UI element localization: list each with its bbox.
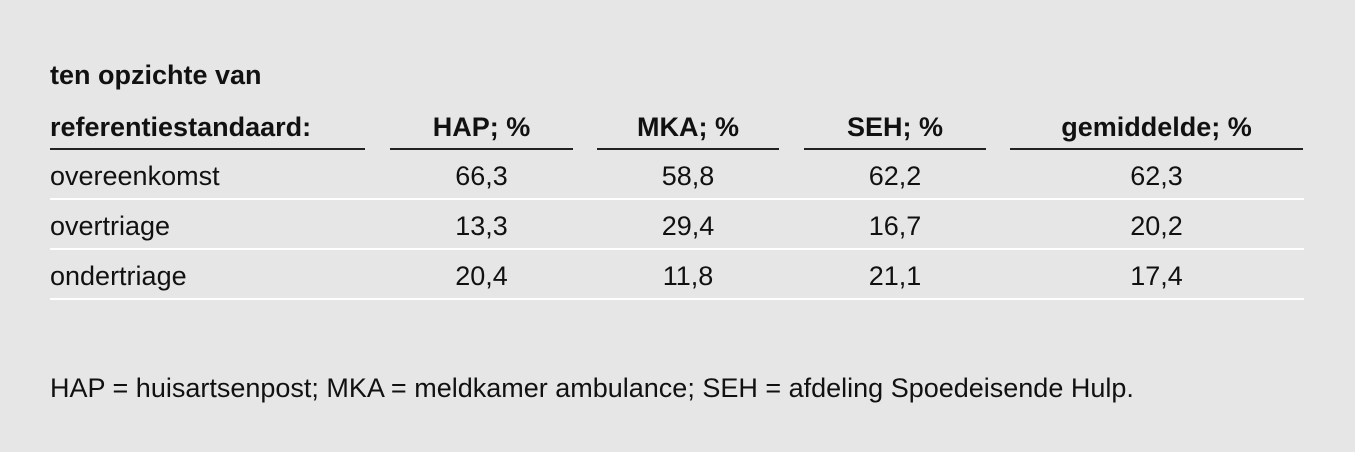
- header-cell: ten opzichte van: [50, 60, 262, 90]
- header-rule: [390, 148, 573, 150]
- row-rule: [50, 248, 1304, 250]
- footnote: HAP = huisartsenpost; MKA = meldkamer am…: [50, 373, 1134, 403]
- header-rule: [804, 148, 986, 150]
- header-cell: SEH; %: [846, 112, 944, 142]
- value-cell: 29,4: [661, 211, 715, 241]
- header-cell: MKA; %: [637, 112, 739, 142]
- header-rule: [597, 148, 779, 150]
- value-cell: 62,3: [1130, 161, 1183, 191]
- value-cell: 21,1: [868, 261, 922, 291]
- header-cell: gemiddelde; %: [1061, 112, 1252, 142]
- value-cell: 16,7: [868, 211, 922, 241]
- value-cell: 17,4: [1130, 261, 1183, 291]
- value-cell: 13,3: [455, 211, 508, 241]
- row-rule: [50, 198, 1304, 200]
- header-rule: [1010, 148, 1303, 150]
- header-cell: HAP; %: [432, 112, 531, 142]
- value-cell: 11,8: [662, 261, 714, 291]
- row-label: overtriage: [50, 211, 171, 241]
- value-cell: 62,2: [868, 161, 922, 191]
- row-rule: [50, 298, 1304, 300]
- value-cell: 20,2: [1130, 211, 1183, 241]
- value-cell: 58,8: [661, 161, 715, 191]
- header-rule: [50, 148, 365, 150]
- value-cell: 20,4: [455, 261, 508, 291]
- header-cell: referentiestandaard:: [50, 112, 312, 142]
- row-label: overeenkomst: [50, 161, 220, 191]
- row-label: ondertriage: [50, 261, 187, 291]
- value-cell: 66,3: [455, 161, 508, 191]
